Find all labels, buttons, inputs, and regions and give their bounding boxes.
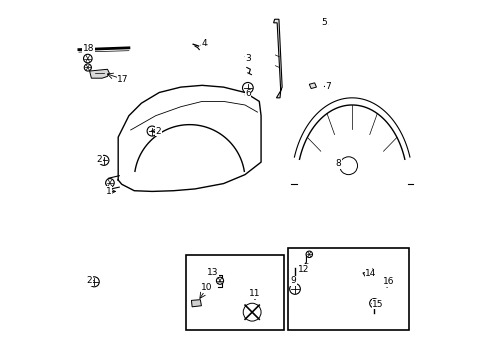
Text: 9: 9 xyxy=(291,276,296,285)
Circle shape xyxy=(340,157,358,175)
Polygon shape xyxy=(309,83,317,89)
Polygon shape xyxy=(90,69,109,78)
Text: 15: 15 xyxy=(372,300,384,309)
Circle shape xyxy=(243,82,253,93)
Circle shape xyxy=(306,251,313,257)
Text: 12: 12 xyxy=(297,265,309,274)
Text: 2: 2 xyxy=(97,155,102,164)
Polygon shape xyxy=(273,19,282,98)
Circle shape xyxy=(369,298,379,308)
Polygon shape xyxy=(192,300,201,307)
Circle shape xyxy=(84,64,92,71)
Polygon shape xyxy=(363,271,374,278)
Text: 2: 2 xyxy=(156,127,161,136)
Text: 7: 7 xyxy=(325,82,331,91)
Text: 2: 2 xyxy=(87,276,93,285)
Text: 13: 13 xyxy=(207,268,219,277)
Circle shape xyxy=(217,277,223,284)
Circle shape xyxy=(243,303,261,321)
Text: 14: 14 xyxy=(365,269,376,278)
Bar xyxy=(186,255,284,330)
Text: 5: 5 xyxy=(321,18,327,27)
Text: 11: 11 xyxy=(249,289,261,298)
Circle shape xyxy=(83,54,92,63)
Circle shape xyxy=(99,156,109,165)
Text: 1: 1 xyxy=(106,187,111,196)
Text: 4: 4 xyxy=(201,39,207,48)
Text: 18: 18 xyxy=(83,44,94,53)
Circle shape xyxy=(89,277,99,287)
Text: 3: 3 xyxy=(245,54,251,63)
Circle shape xyxy=(147,126,157,136)
Text: 16: 16 xyxy=(383,277,394,286)
Text: 10: 10 xyxy=(201,283,213,292)
Text: 8: 8 xyxy=(336,159,342,168)
Circle shape xyxy=(106,179,114,187)
Text: 17: 17 xyxy=(117,75,128,84)
Bar xyxy=(288,248,409,330)
Text: 6: 6 xyxy=(245,89,251,98)
Circle shape xyxy=(290,284,300,294)
